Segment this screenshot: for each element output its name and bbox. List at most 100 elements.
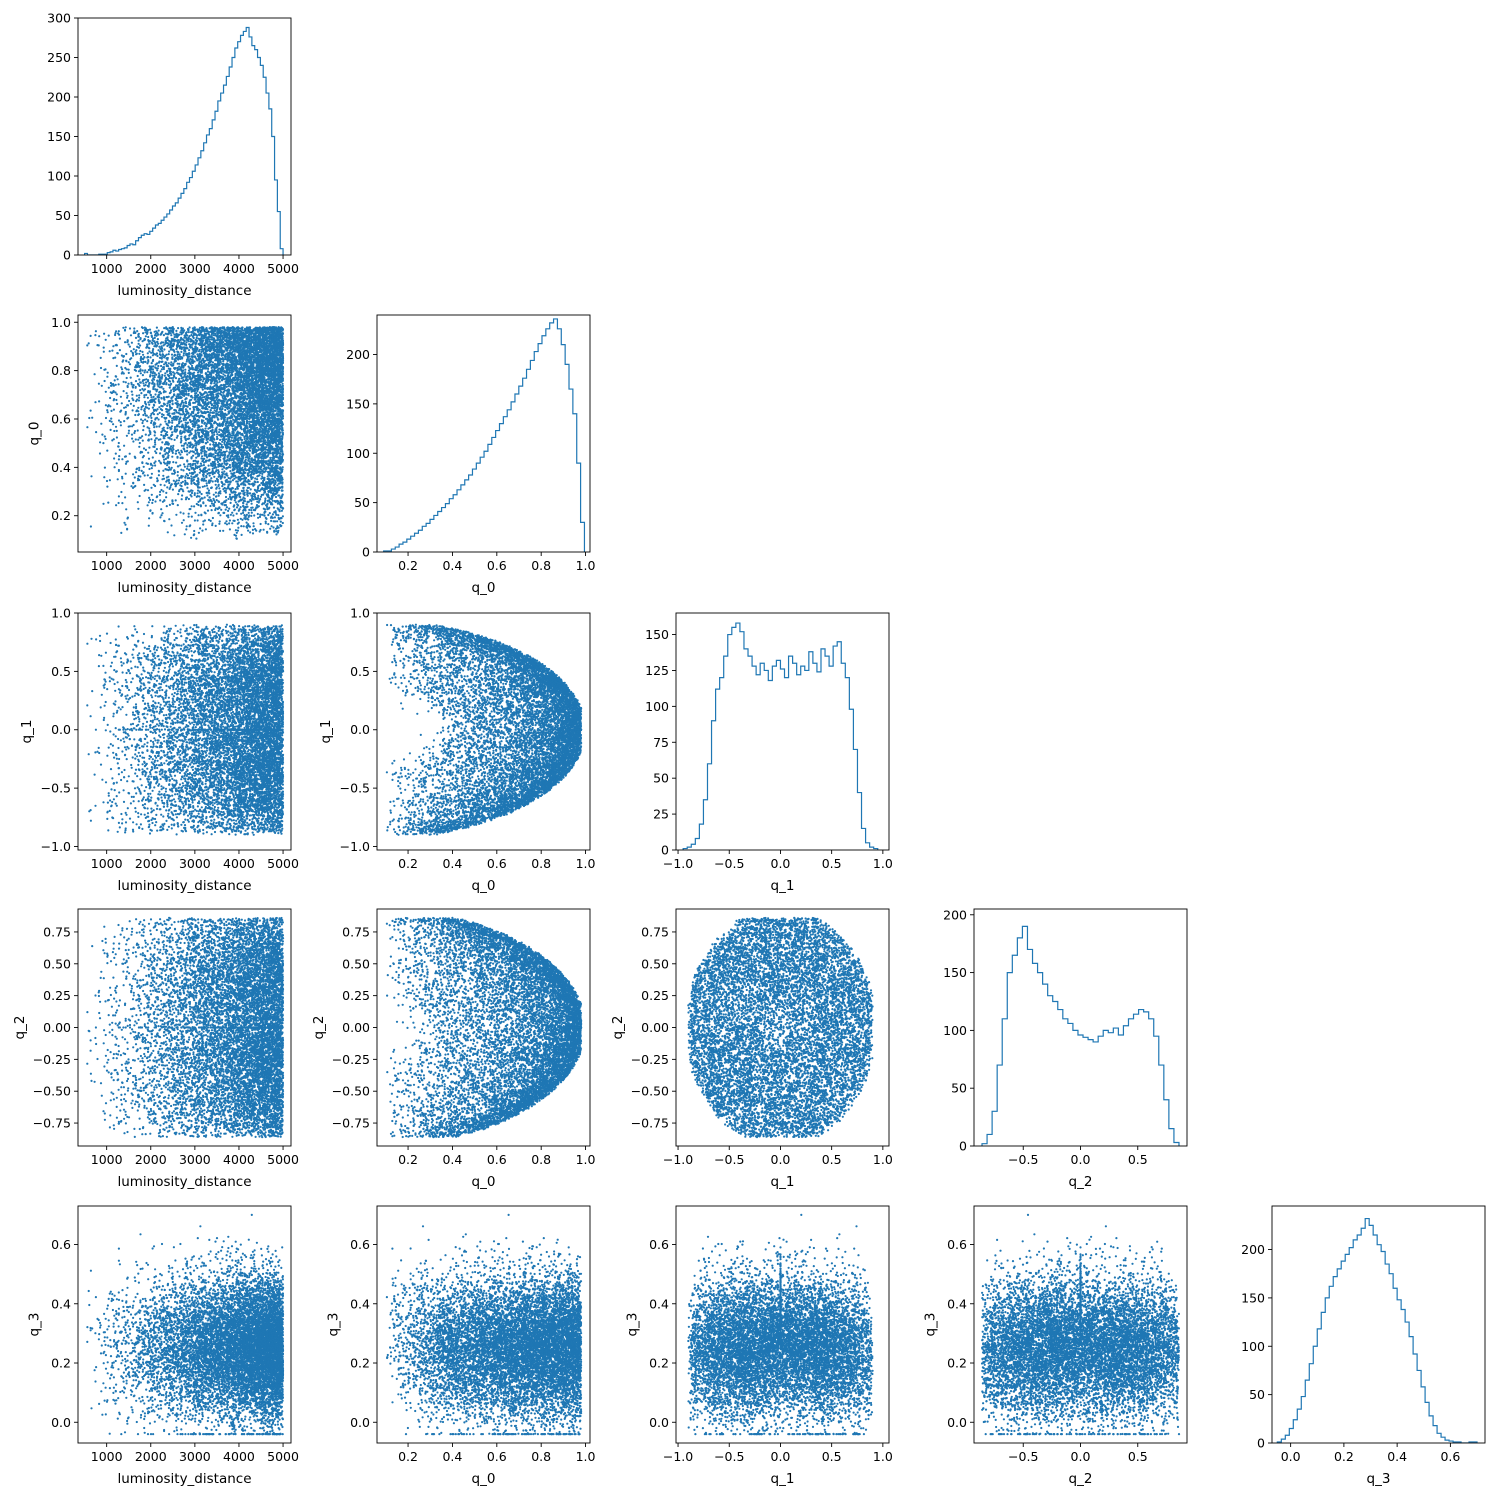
scatter-point [160,405,162,407]
scatter-point [151,473,153,475]
scatter-point [138,446,140,448]
scatter-point [121,502,123,504]
scatter-point [222,530,224,532]
scatter-point [124,456,126,458]
scatter-point [160,489,162,491]
scatter-point [141,435,143,437]
scatter-point [260,431,262,433]
scatter-point [122,361,124,363]
scatter-point [126,528,128,530]
scatter-point [148,458,150,460]
x-tick-label: 4000 [223,261,255,276]
scatter-point [148,447,150,449]
scatter-point [244,498,246,500]
scatter-point [220,509,222,511]
scatter-point [209,412,211,414]
scatter-point [237,488,239,490]
scatter-point [151,467,153,469]
scatter-point [145,403,147,405]
scatter-point [106,486,108,488]
scatter-point [130,334,132,336]
scatter-point [257,513,259,515]
scatter-point [144,419,146,421]
scatter-point [124,524,126,526]
scatter-point [202,520,204,522]
axes-frame [78,18,291,255]
scatter-point [116,430,118,432]
scatter-point [142,440,144,442]
scatter-point [278,495,280,497]
scatter-point [131,434,133,436]
scatter-point [184,369,186,371]
scatter-point [182,512,184,514]
scatter-point [123,420,125,422]
scatter-point [183,354,185,356]
scatter-point [176,437,178,439]
scatter-point [219,514,221,516]
scatter-point [279,339,281,341]
scatter-point [154,418,156,420]
scatter-point [121,476,123,478]
scatter-point [196,422,198,424]
scatter-point [156,426,158,428]
scatter-point [162,490,164,492]
scatter-point [131,438,133,440]
scatter-point [164,372,166,374]
scatter-point [151,383,153,385]
scatter-point [159,491,161,493]
scatter-point [237,481,239,483]
scatter-point [178,452,180,454]
scatter-point [147,361,149,363]
scatter-point [234,429,236,431]
scatter-point [218,476,220,478]
scatter-point [261,473,263,475]
scatter-point [105,404,107,406]
scatter-point [99,452,101,454]
scatter-point [147,426,149,428]
scatter-point [200,457,202,459]
scatter-point [119,349,121,351]
scatter-point [152,407,154,409]
scatter-point [143,425,145,427]
scatter-point [185,402,187,404]
scatter-point [198,411,200,413]
scatter-point [131,394,133,396]
scatter-point [103,476,105,478]
scatter-point [125,353,127,355]
scatter-point [123,390,125,392]
scatter-point [161,345,163,347]
scatter-point [195,465,197,467]
scatter-point [138,467,140,469]
scatter-point [145,381,147,383]
scatter-point [138,397,140,399]
scatter-point [180,438,182,440]
scatter-point [260,523,262,525]
scatter-point [117,478,119,480]
scatter-point [163,478,165,480]
scatter-point [142,414,144,416]
scatter-point [86,426,88,428]
scatter-point [234,509,236,511]
scatter-point [210,477,212,479]
scatter-point [241,534,243,536]
scatter-point [138,469,140,471]
scatter-point [115,426,117,428]
scatter-point [136,395,138,397]
scatter-point [155,374,157,376]
scatter-point [161,374,163,376]
scatter-point [116,365,118,367]
scatter-point [104,467,106,469]
scatter-point [249,483,251,485]
scatter-point [88,417,90,419]
scatter-point [152,348,154,350]
scatter-point [261,488,263,490]
scatter-point [240,513,242,515]
scatter-point [160,484,162,486]
scatter-point [189,508,191,510]
scatter-point [191,516,193,518]
scatter-point [109,479,111,481]
scatter-point [163,327,165,329]
scatter-point [125,326,127,328]
scatter-point [135,410,137,412]
scatter-point [110,429,112,431]
